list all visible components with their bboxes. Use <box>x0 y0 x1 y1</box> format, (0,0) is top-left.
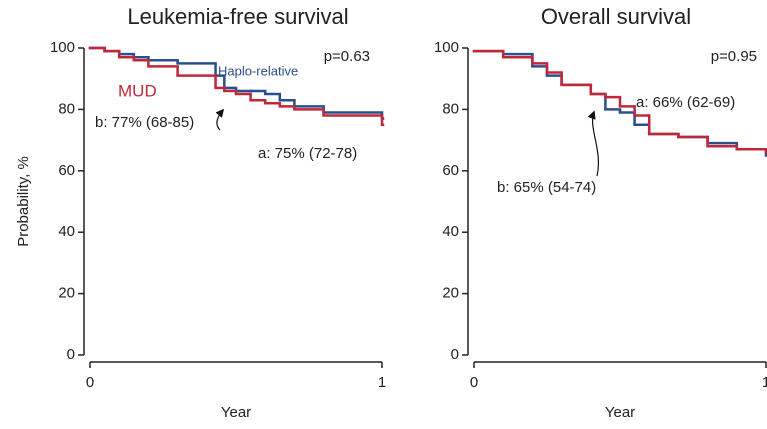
x-axis-label: Year <box>605 404 635 421</box>
y-tick-label: 80 <box>442 100 459 117</box>
chart-title: Leukemia-free survival <box>127 4 348 29</box>
x-tick-label: 1 <box>378 374 386 391</box>
annotation: a: 66% (62-69) <box>636 94 735 111</box>
y-axis-label: Probability, % <box>15 156 32 247</box>
y-tick-label: 20 <box>442 285 459 302</box>
legend-label: Haplo-relative <box>218 63 298 78</box>
y-tick-label: 0 <box>451 346 459 363</box>
y-tick-label: 0 <box>67 346 75 363</box>
annotation: b: 65% (54-74) <box>497 179 596 196</box>
legend-label: MUD <box>118 81 157 100</box>
annotation: a: 75% (72-78) <box>258 145 357 162</box>
chart-title: Overall survival <box>541 4 691 29</box>
annotation: p=0.63 <box>324 48 370 65</box>
arrow <box>587 110 599 177</box>
y-tick-label: 60 <box>58 162 75 179</box>
arrow <box>215 108 225 131</box>
y-tick-label: 100 <box>434 39 459 56</box>
y-tick-label: 40 <box>442 223 459 240</box>
annotation: p=0.95 <box>711 48 757 65</box>
y-tick-label: 80 <box>58 100 75 117</box>
y-tick-label: 100 <box>50 39 75 56</box>
x-tick-label: 1 <box>762 374 767 391</box>
x-tick-label: 0 <box>470 374 478 391</box>
y-tick-label: 20 <box>58 285 75 302</box>
y-tick-label: 60 <box>442 162 459 179</box>
x-tick-label: 0 <box>86 374 94 391</box>
x-axis-label: Year <box>221 404 251 421</box>
y-tick-label: 40 <box>58 223 75 240</box>
annotation: b: 77% (68-85) <box>95 114 194 131</box>
